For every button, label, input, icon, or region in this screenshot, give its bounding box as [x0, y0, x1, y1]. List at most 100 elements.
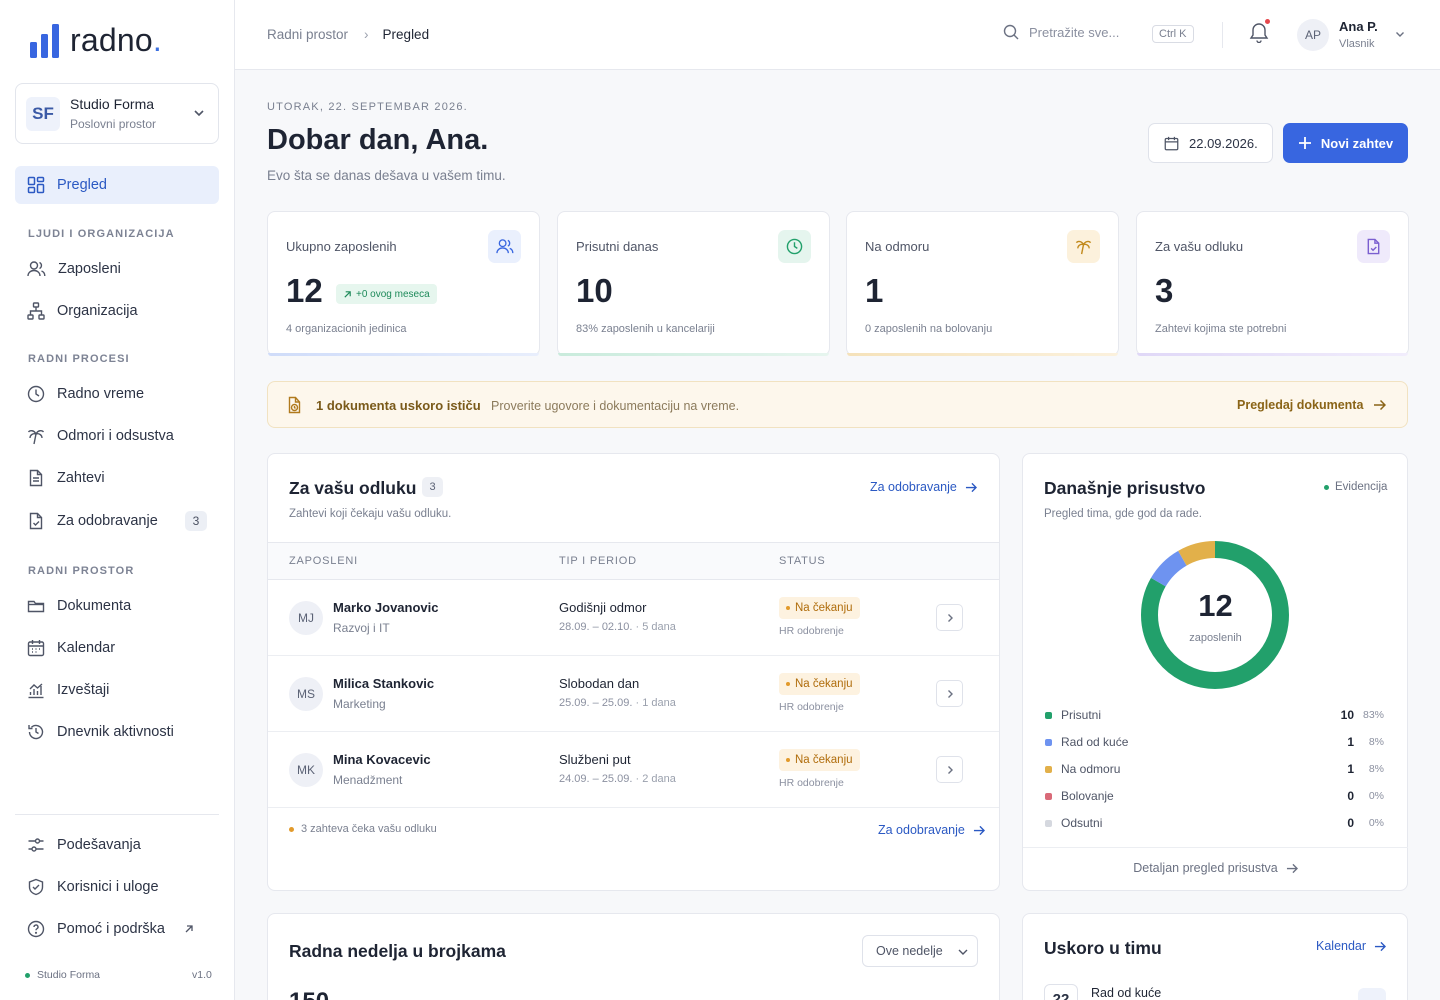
logo[interactable]: radno.: [30, 22, 162, 59]
sidebar-item-activity[interactable]: Dnevnik aktivnosti: [15, 713, 219, 751]
calendar-link[interactable]: Kalendar: [1316, 939, 1387, 953]
card-title: Za vašu odluku: [289, 478, 417, 498]
sidebar-item-worktime[interactable]: Radno vreme: [15, 375, 219, 413]
request-type: Slobodan dan: [559, 676, 640, 691]
donut-total-label: zaposlenih: [1189, 632, 1242, 644]
open-request-button[interactable]: [936, 756, 963, 783]
user-name[interactable]: Ana P.: [1339, 19, 1378, 34]
legend-item: Bolovanje 0 0%: [1044, 787, 1384, 807]
sidebar-item-requests[interactable]: Zahtevi: [15, 459, 219, 497]
status-badge: Na čekanju: [779, 749, 860, 771]
stat-card-present[interactable]: Prisutni danas 10 83% zaposlenih u kance…: [557, 211, 830, 356]
search-input[interactable]: Pretražite sve...: [1003, 24, 1119, 40]
donut-slice: [1141, 541, 1289, 689]
review-documents-link[interactable]: Pregledaj dokumenta: [1237, 398, 1387, 412]
workspace-switcher[interactable]: SF Studio Forma Poslovni prostor: [15, 83, 219, 144]
workspace-type: Poslovni prostor: [70, 117, 157, 131]
chart-icon: [28, 683, 44, 699]
topbar: Radni prostor › Pregled Pretražite sve..…: [235, 0, 1440, 70]
card-title: Uskoro u timu: [1044, 938, 1162, 958]
sidebar-item-calendar[interactable]: Kalendar: [15, 629, 219, 667]
sidebar-item-reports[interactable]: Izveštaji: [15, 671, 219, 709]
date-picker-button[interactable]: 22.09.2026.: [1148, 123, 1273, 163]
help-circle-icon: [27, 920, 45, 938]
to-approval-link[interactable]: Za odobravanje: [870, 480, 977, 494]
folder-icon: [27, 600, 45, 613]
page-subtitle: Evo šta se danas dešava u vašem timu.: [267, 168, 506, 183]
stat-icon: [778, 230, 811, 263]
user-role: Vlasnik: [1339, 38, 1375, 50]
breadcrumb-root[interactable]: Radni prostor: [267, 27, 349, 42]
card-title: Današnje prisustvo: [1044, 478, 1206, 498]
workspace-avatar: SF: [26, 97, 60, 131]
stat-card-employees[interactable]: Ukupno zaposlenih 12 +0 ovog meseca 4 or…: [267, 211, 540, 356]
sidebar-item-employees[interactable]: Zaposleni: [15, 250, 219, 288]
sidebar-item-label: Za odobravanje: [57, 513, 158, 529]
legend-swatch: [1045, 820, 1052, 827]
employee-name: Marko Jovanovic: [333, 600, 439, 615]
grid-icon: [27, 176, 45, 194]
attendance-card: Današnje prisustvo Evidencija Pregled ti…: [1022, 453, 1408, 891]
approval-step: HR odobrenje: [779, 701, 844, 713]
employee-name: Milica Stankovic: [333, 676, 435, 691]
chevron-down-icon[interactable]: [1394, 28, 1406, 40]
user-avatar[interactable]: AP: [1297, 19, 1329, 51]
nav-section-processes: RADNI PROCESI: [28, 353, 130, 365]
stat-label: Prisutni danas: [576, 239, 659, 254]
request-period: 24.09. – 25.09. · 2 dana: [559, 773, 676, 785]
sidebar-item-users[interactable]: Korisnici i uloge: [15, 868, 219, 906]
event-title[interactable]: Rad od kuće: [1091, 986, 1162, 1000]
sidebar-item-label: Dnevnik aktivnosti: [57, 724, 174, 740]
sidebar-item-label: Dokumenta: [57, 598, 132, 614]
plus-icon: [1298, 137, 1311, 149]
card-subtitle: Zahtevi koji čekaju vašu odluku.: [289, 508, 452, 520]
donut-total: 12: [1198, 588, 1233, 623]
breadcrumb-current: Pregled: [382, 27, 430, 42]
sidebar-divider: [15, 814, 219, 815]
new-request-button[interactable]: Novi zahtev: [1283, 123, 1408, 163]
sidebar-item-organization[interactable]: Organizacija: [15, 292, 219, 330]
stat-card-vacation[interactable]: Na odmoru 1 0 zaposlenih na bolovanju: [846, 211, 1119, 356]
stat-card-decisions[interactable]: Za vašu odluku 3 Zahtevi kojima ste potr…: [1136, 211, 1409, 356]
attendance-donut-chart: [1141, 541, 1289, 689]
sidebar-item-documents[interactable]: Dokumenta: [15, 587, 219, 625]
table-header: ZAPOSLENI TIP I PERIOD STATUS: [268, 542, 999, 580]
sidebar-item-label: Kalendar: [57, 640, 116, 656]
open-request-button[interactable]: [936, 680, 963, 707]
card-subtitle: Pregled tima, gde god da rade.: [1044, 508, 1202, 520]
sidebar-item-label: Pregled: [57, 177, 107, 193]
sidebar-item-label: Korisnici i uloge: [57, 879, 159, 895]
attendance-detail-link[interactable]: Detaljan pregled prisustva: [1023, 861, 1408, 875]
table-row[interactable]: MJ Marko Jovanovic Razvoj i IT Godišnji …: [268, 580, 999, 656]
status-dot: [25, 972, 30, 978]
bell-icon[interactable]: [1249, 21, 1269, 43]
status-badge: Na čekanju: [779, 597, 860, 619]
document-icon: [29, 469, 43, 487]
legend-label: Rad od kuće: [1061, 735, 1129, 749]
stat-accent-bar: [268, 353, 539, 356]
period-select[interactable]: Ove nedelje: [862, 935, 978, 967]
table-row[interactable]: MK Mina Kovacevic Menadžment Službeni pu…: [268, 732, 999, 808]
nav-section-people: LJUDI I ORGANIZACIJA: [28, 228, 175, 240]
request-period: 25.09. – 25.09. · 1 dana: [559, 697, 676, 709]
pending-summary: 3 zahteva čeka vašu odluku: [289, 823, 437, 835]
stat-accent-bar: [558, 353, 829, 356]
workspace-name: Studio Forma: [70, 96, 155, 112]
sidebar-item-settings[interactable]: Podešavanja: [15, 826, 219, 864]
sidebar-item-leave[interactable]: Odmori i odsustva: [15, 417, 219, 455]
palm-tree-icon: [27, 430, 45, 445]
logo-text: radno.: [70, 22, 162, 58]
event-date: 22: [1044, 984, 1078, 1000]
table-row[interactable]: MS Milica Stankovic Marketing Slobodan d…: [268, 656, 999, 732]
legend-item: Rad od kuće 1 8%: [1044, 733, 1384, 753]
open-request-button[interactable]: [936, 604, 963, 631]
sidebar-item-help[interactable]: Pomoć i podrška: [15, 910, 219, 948]
card-divider: [1023, 847, 1408, 848]
status-badge: Na čekanju: [779, 673, 860, 695]
chevron-down-icon: [958, 949, 968, 955]
avatar: MS: [289, 677, 323, 711]
to-approval-footer-link[interactable]: Za odobravanje: [878, 823, 985, 837]
sidebar-item-approval[interactable]: Za odobravanje 3: [15, 502, 219, 540]
alert-text: Proverite ugovore i dokumentaciju na vre…: [491, 399, 740, 413]
sidebar-item-overview[interactable]: Pregled: [15, 166, 219, 204]
